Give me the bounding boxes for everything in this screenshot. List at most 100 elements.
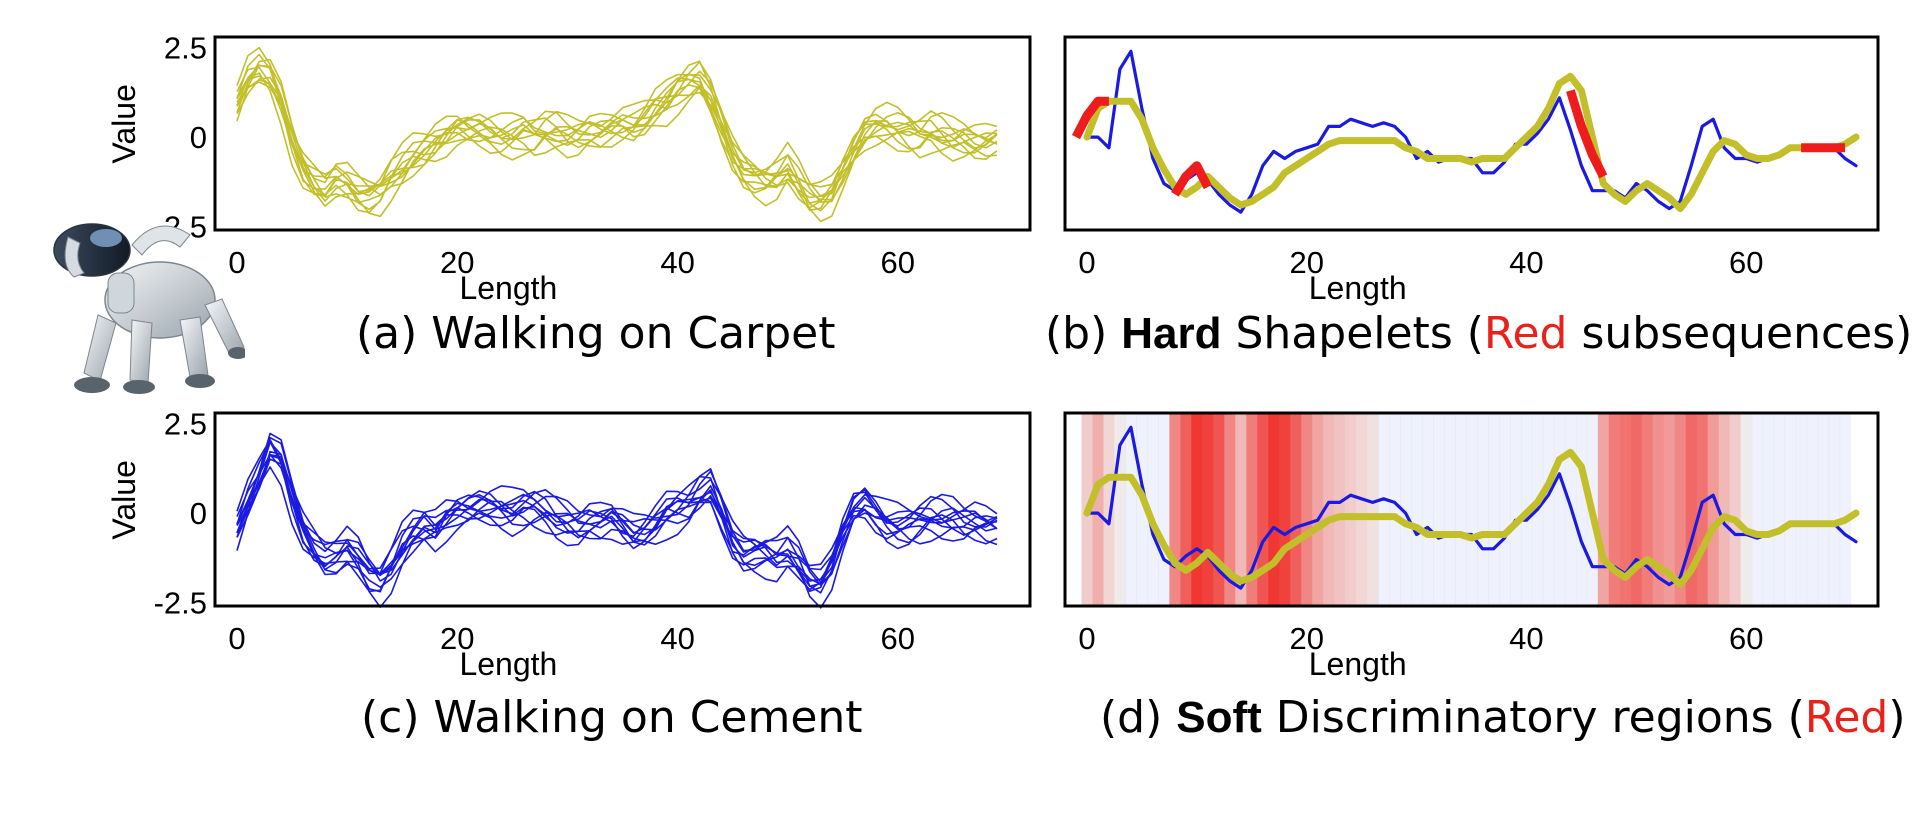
heat-cell [1455, 413, 1467, 606]
x-axis-label: Length [459, 646, 557, 682]
x-tick-label: 20 [440, 245, 474, 280]
heat-cell [1301, 413, 1313, 606]
heat-cell [1213, 413, 1225, 606]
heat-cell [1257, 413, 1269, 606]
x-axis-label: Length [1309, 646, 1407, 682]
heat-cell [1718, 413, 1731, 606]
x-tick-label: 40 [1509, 621, 1543, 656]
series-line-6 [236, 466, 998, 609]
heat-cell [1575, 413, 1588, 606]
y-axis-label: Value [106, 84, 142, 163]
chart-b: 0 20 40 60 Length [1063, 35, 1880, 306]
heat-cell [1312, 413, 1324, 606]
heat-cell [1345, 413, 1357, 606]
heat-cell [1488, 413, 1500, 606]
caption-c-text: (c) Walking on Cement [361, 692, 863, 743]
heat-cell [1608, 413, 1621, 606]
series-line-7 [236, 450, 998, 582]
heat-cell [1630, 413, 1643, 606]
x-tick-label: 40 [1509, 245, 1543, 280]
heat-cell [1839, 413, 1852, 606]
caption-d-mid: Discriminatory regions ( [1261, 692, 1805, 743]
heat-cell [1125, 413, 1137, 606]
heat-cell [1740, 413, 1753, 606]
caption-b: (b) Hard Shapelets (Red subsequences) [1045, 308, 1912, 359]
heat-cell [1499, 413, 1511, 606]
carpet-series-line [1083, 72, 1860, 213]
x-tick-label: 0 [1078, 621, 1095, 656]
caption-b-prefix: (b) [1045, 308, 1122, 359]
heat-cell [1279, 413, 1291, 606]
heat-cell [1641, 413, 1654, 606]
heat-cell [1092, 413, 1105, 606]
series-line-2 [236, 64, 998, 218]
heat-cell [1224, 413, 1236, 606]
heat-cell [1180, 413, 1192, 606]
heat-cell [1795, 413, 1808, 606]
heat-cell [1466, 413, 1478, 606]
heat-cell [1619, 413, 1632, 606]
x-tick-label: 40 [660, 621, 694, 656]
heat-cell [1773, 413, 1786, 606]
heat-cell [1400, 413, 1412, 606]
heat-cell [1169, 413, 1181, 606]
shapelet-0 [1071, 96, 1109, 140]
y-axis-label: Value [106, 460, 142, 539]
heat-cell [1191, 413, 1203, 606]
caption-d-bold: Soft [1176, 693, 1262, 742]
plot-frame [1063, 35, 1880, 232]
x-tick-label: 60 [881, 245, 915, 280]
heat-cell [1784, 413, 1797, 606]
series-line-7 [236, 76, 998, 199]
heat-cell [1477, 413, 1489, 606]
x-tick-label: 0 [1078, 245, 1095, 280]
series-line-5 [236, 432, 998, 582]
heat-cell [1762, 413, 1775, 606]
heat-cell [1334, 413, 1346, 606]
heat-cell [1510, 413, 1522, 606]
caption-d: (d) Soft Discriminatory regions (Red) [1100, 692, 1906, 743]
shapelet-2 [1566, 89, 1608, 179]
caption-d-red: Red [1804, 692, 1889, 743]
series-line-6 [236, 72, 998, 223]
y-tick-label: 0 [190, 496, 207, 531]
plot-frame [213, 35, 1032, 232]
chart-d: 0 20 40 60 Length [1063, 411, 1880, 682]
series-line-0 [236, 53, 998, 211]
x-tick-label: 20 [1289, 621, 1323, 656]
heat-cell [1389, 413, 1401, 606]
series-line-8 [236, 64, 998, 202]
robot-dog-icon [53, 223, 245, 394]
heat-cell [1542, 413, 1555, 606]
x-tick-label: 20 [440, 621, 474, 656]
series-line-10 [236, 439, 998, 583]
y-tick-label: 2.5 [164, 31, 207, 66]
heat-cell [1806, 413, 1819, 606]
caption-d-post: ) [1888, 692, 1906, 743]
heat-cell [1828, 413, 1841, 606]
x-tick-label: 60 [1729, 621, 1763, 656]
heat-cell [1663, 413, 1676, 606]
series-line-2 [236, 441, 998, 608]
heat-cell [1378, 413, 1390, 606]
x-tick-label: 20 [1289, 245, 1323, 280]
heat-cell [1147, 413, 1159, 606]
heat-cell [1268, 413, 1280, 606]
x-axis-label: Length [459, 270, 557, 306]
heat-cell [1136, 413, 1148, 606]
x-axis-label: Length [1309, 270, 1407, 306]
heat-cell [1290, 413, 1302, 606]
heat-cell [1158, 413, 1170, 606]
heat-cell [1422, 413, 1434, 606]
plot-frame [213, 411, 1032, 608]
x-tick-label: 40 [660, 245, 694, 280]
heat-cell [1235, 413, 1247, 606]
series-line-8 [236, 436, 998, 577]
x-tick-label: 60 [881, 621, 915, 656]
heat-cell [1433, 413, 1445, 606]
chart-c: 0 20 40 60 Length 2.5 0 -2.5 Value [106, 407, 1032, 682]
series-line-10 [236, 46, 998, 198]
heat-cell [1444, 413, 1456, 606]
